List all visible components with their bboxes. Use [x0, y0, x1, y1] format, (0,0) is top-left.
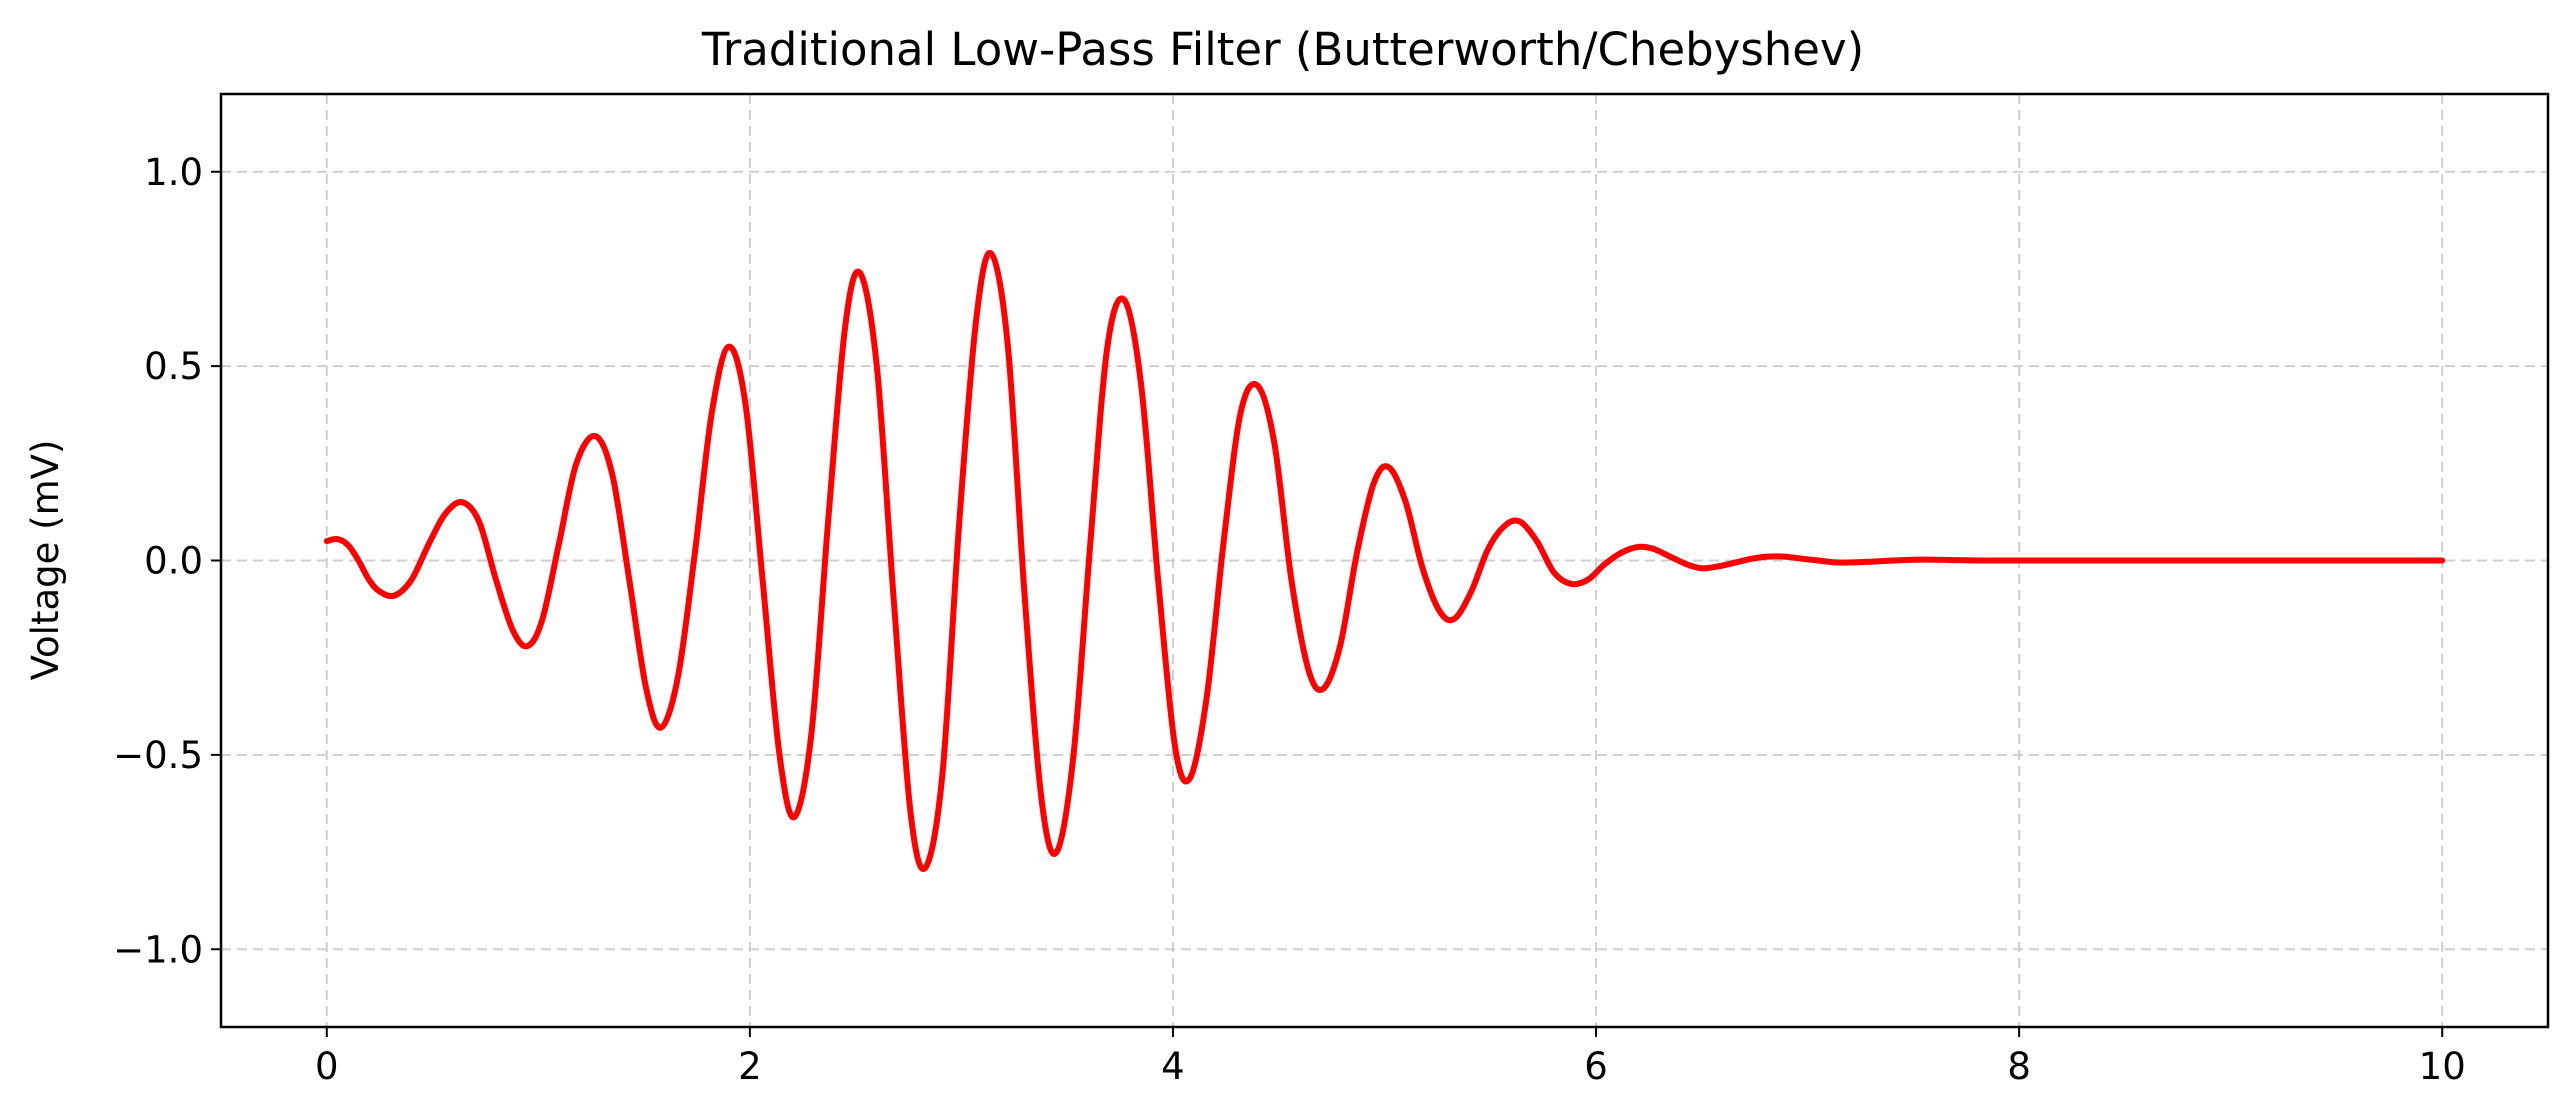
- y-tick-label: 1.0: [144, 151, 203, 194]
- x-tick-label: 2: [738, 1045, 762, 1088]
- x-tick-label: 10: [2419, 1045, 2466, 1088]
- x-tick-label: 0: [315, 1045, 339, 1088]
- y-tick-label: −1.0: [113, 928, 203, 971]
- x-tick-label: 4: [1161, 1045, 1185, 1088]
- series-line: [323, 250, 2446, 872]
- y-tick-label: 0.0: [144, 540, 203, 583]
- y-tick-label: 0.5: [144, 345, 203, 388]
- x-tick-label: 6: [1584, 1045, 1608, 1088]
- y-tick-label: −0.5: [113, 734, 203, 777]
- series-layer: [323, 250, 2446, 872]
- y-axis-label: Voltage (mV): [24, 440, 67, 681]
- grid: [221, 94, 2548, 1027]
- x-tick-label: 8: [2007, 1045, 2031, 1088]
- ticks: 0 2 4 6 8 10 −1.0 −0.5 0.0 0.5 1.0: [113, 151, 2466, 1088]
- chart-title: Traditional Low-Pass Filter (Butterworth…: [701, 23, 1864, 76]
